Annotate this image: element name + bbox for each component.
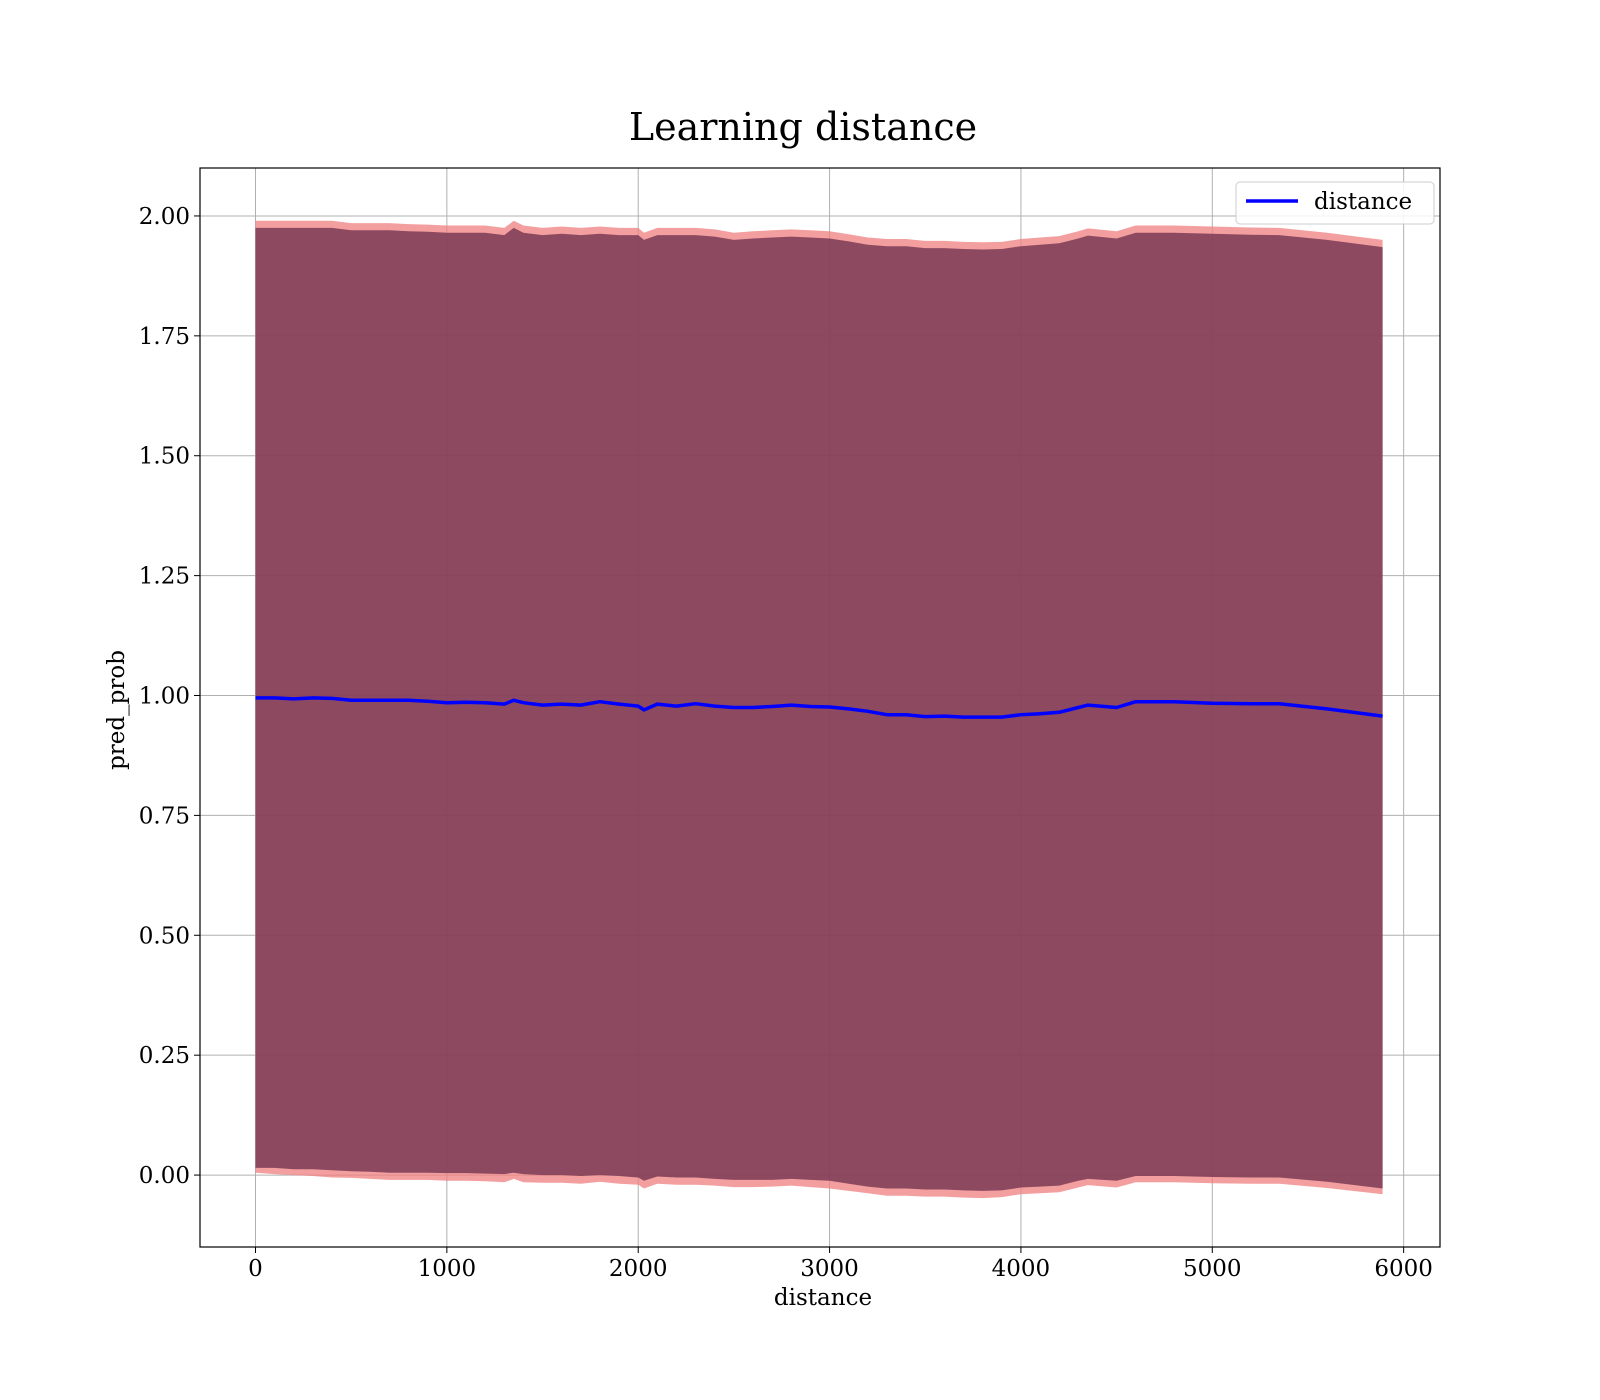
series-line-distance [255, 696, 1383, 719]
x-tick-label: 4000 [992, 1256, 1051, 1282]
legend-box [1235, 181, 1435, 225]
x-tick-label: 1000 [418, 1256, 477, 1282]
y-tick-label: 1.75 [139, 324, 190, 350]
y-tick-label: 0.00 [139, 1163, 190, 1189]
x-tick-label: 0 [248, 1256, 263, 1282]
y-axis-label: pred_prob [104, 650, 130, 770]
chart-title: Learning distance [629, 105, 977, 149]
plot-frame [199, 167, 1441, 1248]
y-tick-label: 0.50 [139, 923, 190, 949]
x-tick-label: 6000 [1374, 1256, 1433, 1282]
y-tick-label: 0.75 [139, 803, 190, 829]
x-tick-label: 3000 [800, 1256, 859, 1282]
y-tick-label: 2.00 [139, 204, 190, 230]
y-axis-ticks: 0.00 0.25 0.50 0.75 1.00 1.25 1.50 1.75 2.00 [139, 204, 200, 1189]
x-tick-label: 5000 [1183, 1256, 1242, 1282]
x-axis-ticks: 0 1000 2000 3000 4000 5000 6000 [248, 1247, 1433, 1282]
y-tick-label: 1.00 [139, 684, 190, 710]
legend-label-distance: distance [1314, 189, 1412, 215]
legend: distance [1235, 181, 1435, 225]
y-tick-label: 0.25 [139, 1043, 190, 1069]
y-tick-label: 1.25 [139, 564, 190, 590]
band-group [255, 220, 1383, 1199]
y-tick-label: 1.50 [139, 444, 190, 470]
x-tick-label: 2000 [609, 1256, 668, 1282]
confidence-band-inner [255, 227, 1383, 1191]
x-axis-label: distance [774, 1285, 872, 1311]
